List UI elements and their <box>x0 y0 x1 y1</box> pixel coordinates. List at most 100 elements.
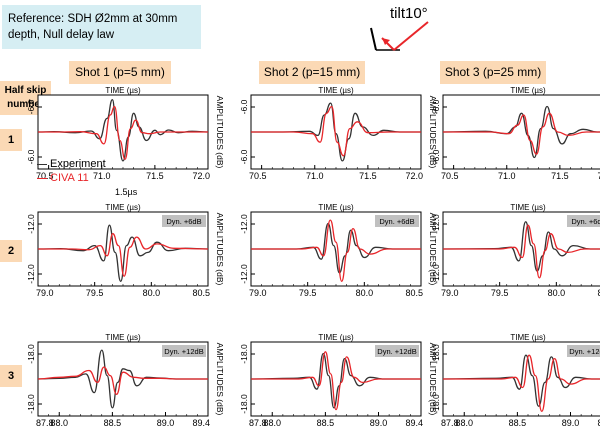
series-line-civa <box>38 366 208 395</box>
y-axis-title: AMPLITUDES (dB) <box>215 213 225 286</box>
tilt-incident-ray <box>393 21 429 51</box>
waveform-panel-row1-shot3: TIME (µs)AMPLITUDES (dB)-6.0-6.070.571.0… <box>431 86 600 181</box>
y-axis-title: AMPLITUDES (dB) <box>428 343 438 416</box>
y-tick-label: -12.0 <box>26 214 36 234</box>
row-label-2: 2 <box>0 240 22 262</box>
x-tick-label: 89.4 <box>405 418 423 428</box>
series-line-civa <box>251 219 421 282</box>
x-tick-label: 80.0 <box>143 288 161 298</box>
x-tick-label: 72.0 <box>405 171 423 181</box>
tilt-icon <box>370 21 429 51</box>
y-tick-label: -18.0 <box>431 344 441 364</box>
x-tick-label: 71.5 <box>146 171 164 181</box>
x-axis-title: TIME (µs) <box>510 333 546 342</box>
y-tick-label: -6.0 <box>431 149 441 164</box>
tilt-surface-line <box>370 27 377 51</box>
waveform-panel-row1-shot2: TIME (µs)AMPLITUDES (dB)-6.0-6.070.5 71.0… <box>239 86 438 181</box>
x-axis-title: TIME (µs) <box>318 203 354 212</box>
x-tick-label: 79.5 <box>299 288 317 298</box>
reference-line-2: depth, Null delay law <box>8 29 115 41</box>
legend-civa-label: CIVA 11 <box>50 172 89 184</box>
x-tick-label: 72.0 <box>192 171 210 181</box>
x-tick-label: 89.0 <box>562 418 580 428</box>
shot-3-header: Shot 3 (p=25 mm) <box>440 61 546 84</box>
x-axis-title: TIME (µs) <box>105 86 141 95</box>
waveform-panel-row1-shot1: TIME (µs)AMPLITUDES (dB)-6.0-6.070.5 71.0… <box>26 86 225 181</box>
half-skip-line-2: number <box>7 99 44 110</box>
y-axis-title: AMPLITUDES (dB) <box>428 213 438 286</box>
y-tick-label: -18.0 <box>26 394 36 414</box>
half-skip-line-1: Half skip <box>4 85 47 96</box>
x-axis-title: TIME (µs) <box>510 86 546 95</box>
x-tick-label: 79.0 <box>249 288 267 298</box>
y-tick-label: -12.0 <box>239 264 249 284</box>
x-axis-title: TIME (µs) <box>105 333 141 342</box>
x-tick-label: 89.4 <box>192 418 210 428</box>
x-tick-label: 80.5 <box>597 288 600 298</box>
x-tick-label: 80.0 <box>548 288 566 298</box>
y-tick-label: -18.0 <box>239 344 249 364</box>
x-tick-label: 79.0 <box>36 288 54 298</box>
series-line-experiment <box>38 224 208 282</box>
x-tick-label: 80.5 <box>192 288 210 298</box>
series-line-civa <box>38 233 208 277</box>
x-tick-label: 88.5 <box>317 418 335 428</box>
x-tick-label: 71.0 <box>93 171 111 181</box>
row-label-1: 1 <box>0 129 22 151</box>
x-tick-label: 80.0 <box>356 288 374 298</box>
waveform-panel-row3-shot3: TIME (µs)AMPLITUDES (dB)-18.0-18.087.888… <box>431 333 600 428</box>
scale-bar-label: 1.5µs <box>115 187 138 197</box>
dynamic-badge-label: Dyn. +12dB <box>164 347 203 356</box>
y-tick-label: -12.0 <box>431 214 441 234</box>
legend-civa-swatch <box>37 177 47 179</box>
y-tick-label: -6.0 <box>431 99 441 114</box>
y-tick-label: -6.0 <box>239 99 249 114</box>
dynamic-badge-label: Dyn. +12dB <box>377 347 416 356</box>
x-tick-label: 79.0 <box>441 288 459 298</box>
dynamic-badge-label: Dyn. +12dB <box>569 347 600 356</box>
half-skip-header: Half skip number <box>0 81 51 115</box>
legend-experiment-swatch <box>37 163 47 165</box>
y-axis-title: AMPLITUDES (dB) <box>215 343 225 416</box>
x-tick-label: 70.5 <box>441 171 459 181</box>
y-tick-label: -6.0 <box>239 149 249 164</box>
dynamic-badge <box>375 215 419 227</box>
waveform-panel-row2-shot1: TIME (µs)AMPLITUDES (dB)-12.0-12.079.0 79… <box>26 203 225 298</box>
x-tick-label: 80.5 <box>405 288 423 298</box>
dynamic-badge <box>162 215 206 227</box>
legend: Experiment CIVA 11 1.5µs <box>37 158 137 198</box>
series-line-civa <box>443 354 600 412</box>
y-tick-label: -12.0 <box>26 264 36 284</box>
series-line-civa <box>251 351 421 411</box>
y-tick-label: -18.0 <box>26 344 36 364</box>
y-axis-title: AMPLITUDES (dB) <box>428 96 438 169</box>
waveform-panel-row3-shot2: TIME (µs)AMPLITUDES (dB)-18.0-18.087.888… <box>239 333 438 428</box>
y-tick-label: -6.0 <box>26 99 36 114</box>
x-tick-label: 70.5 <box>249 171 267 181</box>
dynamic-badge <box>162 345 206 357</box>
tilt-arrowhead <box>382 38 390 45</box>
y-tick-label: -6.0 <box>26 149 36 164</box>
legend-civa: CIVA 11 <box>37 172 89 184</box>
dynamic-badge-label: Dyn. +6dB <box>379 217 414 226</box>
x-tick-label: 70.5 <box>36 171 54 181</box>
waveform-panel-row2-shot2: TIME (µs)AMPLITUDES (dB)-12.0-12.079.0 79… <box>239 203 438 298</box>
x-tick-label: 88.5 <box>509 418 527 428</box>
waveform-panel-row2-shot3: TIME (µs)AMPLITUDES (dB)-12.0-12.079.079… <box>431 203 600 298</box>
x-tick-label: 71.5 <box>359 171 377 181</box>
reference-note: Reference: SDH Ø2mm at 30mm depth, Null … <box>2 5 201 49</box>
x-tick-label: 88.0 <box>50 418 68 428</box>
series-line-civa <box>251 105 421 157</box>
x-tick-label: 87.8 <box>249 418 267 428</box>
dynamic-badge <box>567 345 600 357</box>
series-line-civa <box>443 112 600 155</box>
y-tick-label: -18.0 <box>239 394 249 414</box>
row-label-3: 3 <box>0 365 22 387</box>
reference-line-1: Reference: SDH Ø2mm at 30mm <box>8 13 178 25</box>
x-axis-title: TIME (µs) <box>105 203 141 212</box>
x-tick-label: 71.5 <box>551 171 569 181</box>
dynamic-badge-label: Dyn. +6dB <box>571 217 600 226</box>
x-tick-label: 72.0 <box>597 171 600 181</box>
x-axis-title: TIME (µs) <box>318 333 354 342</box>
x-tick-label: 88.5 <box>104 418 122 428</box>
